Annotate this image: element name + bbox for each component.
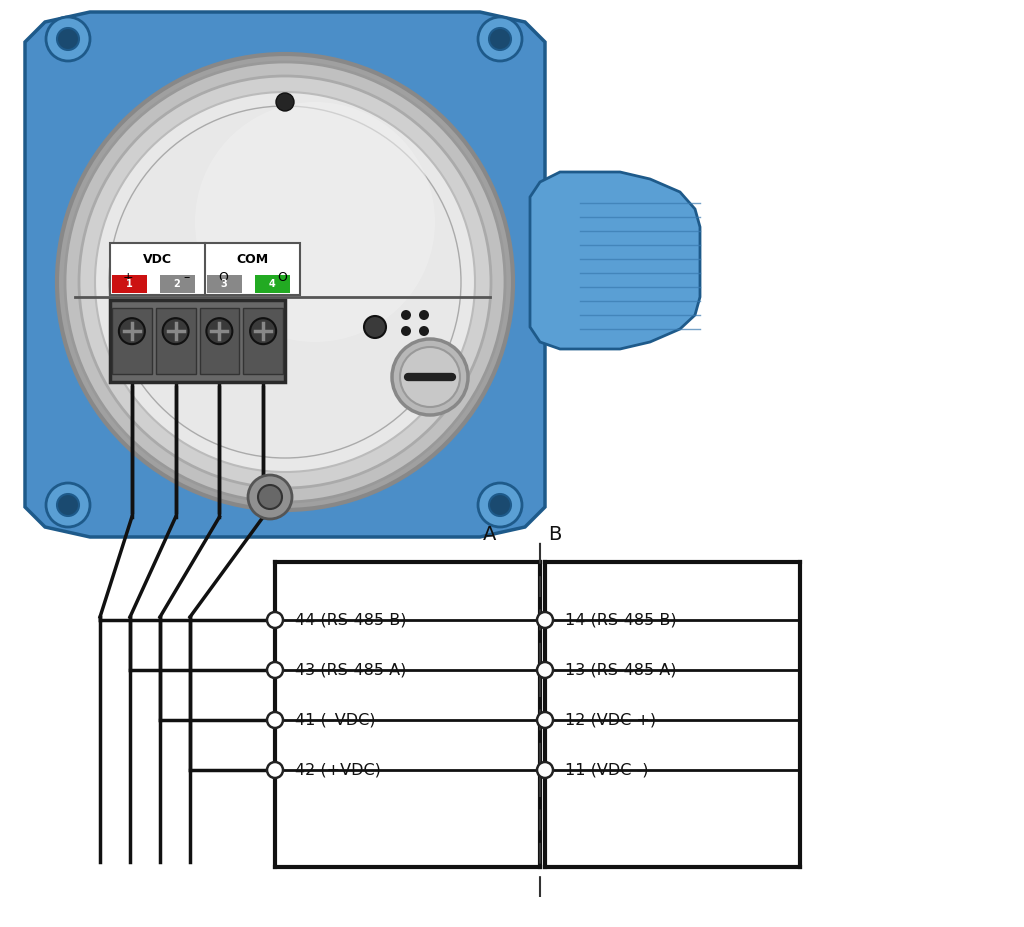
Text: 12 (VDC +): 12 (VDC +) [565,713,656,728]
Circle shape [248,475,292,519]
Text: 41 (–VDC): 41 (–VDC) [295,713,376,728]
Circle shape [95,92,475,472]
Text: 14 (RS-485 B): 14 (RS-485 B) [565,613,677,628]
Text: 11 (VDC -): 11 (VDC -) [565,763,648,778]
Circle shape [419,326,429,336]
Circle shape [65,62,505,502]
Circle shape [250,318,276,344]
Circle shape [537,762,553,778]
Bar [200,308,240,374]
Circle shape [195,102,435,342]
Circle shape [400,347,460,407]
Text: COM: COM [237,253,268,266]
Polygon shape [25,12,545,537]
Circle shape [207,318,232,344]
Circle shape [276,93,294,111]
Circle shape [267,612,283,628]
Text: 13 (RS-485 A): 13 (RS-485 A) [565,663,677,678]
Text: +: + [123,271,133,284]
Text: 3: 3 [220,279,227,289]
Circle shape [537,612,553,628]
Bar [244,308,283,374]
Circle shape [163,318,188,344]
Bar [110,243,300,295]
Circle shape [537,712,553,728]
Circle shape [57,494,79,516]
Circle shape [419,310,429,320]
Text: 1: 1 [126,279,132,289]
Circle shape [119,318,144,344]
Circle shape [392,339,468,415]
Bar [112,275,147,293]
Text: B: B [548,525,562,544]
Circle shape [79,76,490,488]
Circle shape [46,17,90,61]
Text: VDC: VDC [143,253,172,266]
Circle shape [258,485,282,509]
Text: O: O [218,271,228,284]
Bar [160,275,195,293]
Text: –: – [184,271,190,284]
Circle shape [57,28,79,50]
Circle shape [109,106,461,458]
Circle shape [267,662,283,678]
Circle shape [57,54,513,510]
Circle shape [401,310,411,320]
Text: 4: 4 [268,279,275,289]
Text: 44 (RS-485 B): 44 (RS-485 B) [295,613,407,628]
Circle shape [489,28,511,50]
Circle shape [489,494,511,516]
Circle shape [267,762,283,778]
Bar [255,275,290,293]
Circle shape [267,712,283,728]
Text: O: O [278,271,287,284]
Circle shape [537,662,553,678]
Polygon shape [530,172,700,349]
Bar [207,275,242,293]
Bar [110,300,285,382]
Text: 42 (+VDC): 42 (+VDC) [295,763,381,778]
Circle shape [401,326,411,336]
Circle shape [46,483,90,527]
Text: A: A [483,525,497,544]
Circle shape [478,483,522,527]
Bar [112,308,152,374]
Text: 2: 2 [174,279,180,289]
Text: 43 (RS-485 A): 43 (RS-485 A) [295,663,407,678]
Circle shape [364,316,386,338]
Circle shape [478,17,522,61]
Bar [156,308,196,374]
